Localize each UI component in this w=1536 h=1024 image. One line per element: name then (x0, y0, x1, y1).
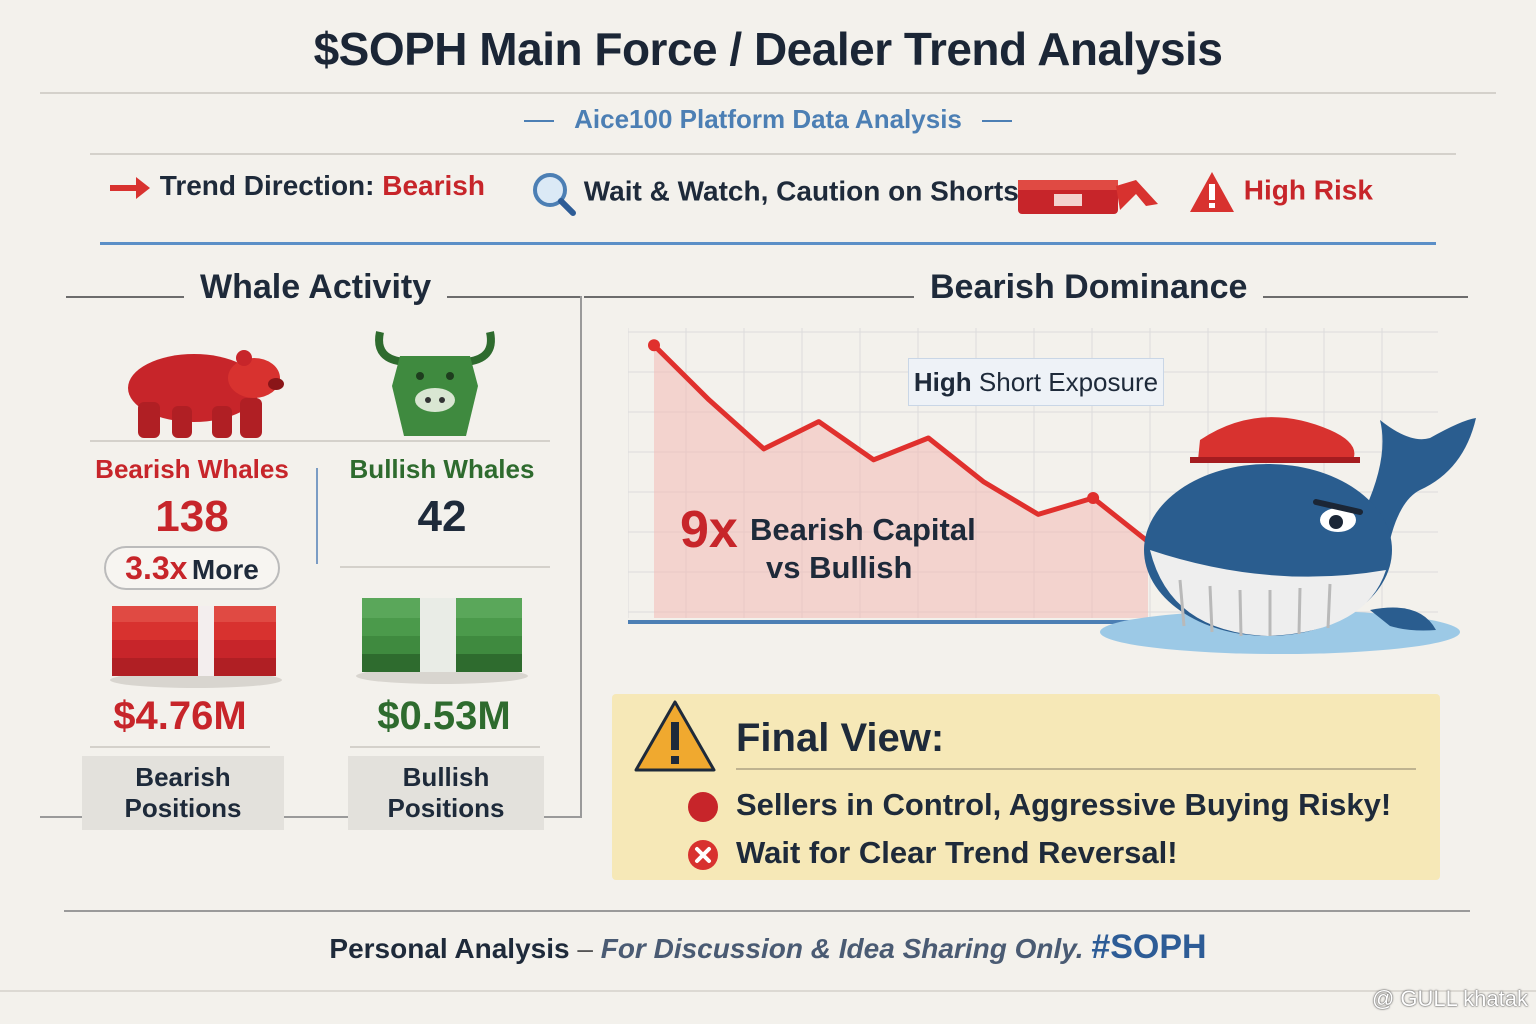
divider (90, 746, 270, 748)
subtitle: Aice100 Platform Data Analysis (0, 104, 1536, 135)
chart-point (1087, 492, 1100, 504)
bullish-whales-label: Bullish Whales (349, 454, 535, 484)
exposure-label: High Short Exposure (908, 358, 1164, 406)
capital-line-2: vs Bullish (766, 550, 913, 585)
risk-text: High Risk (1243, 174, 1373, 206)
risk-indicator: High Risk (1188, 170, 1373, 216)
footer-hashtag[interactable]: #SOPH (1091, 928, 1207, 966)
whale-activity-title: Whale Activity (184, 268, 448, 307)
bearish-dominance-title: Bearish Dominance (914, 268, 1264, 307)
final-view-panel (612, 694, 1440, 880)
magnifier-icon (533, 173, 576, 216)
divider (340, 566, 550, 568)
trend-advice: Wait & Watch, Caution on Shorts (530, 170, 1019, 216)
exposure-bold: High (913, 367, 972, 397)
chart-points (648, 339, 1100, 504)
green-cash-stack-icon (356, 598, 528, 684)
trend-advice-text: Wait & Watch, Caution on Shorts (583, 175, 1019, 207)
ratio-text: More (191, 554, 259, 585)
final-view-item: Wait for Clear Trend Reversal! (736, 835, 1178, 870)
divider (350, 746, 540, 748)
capital-multiple: 9x (680, 501, 738, 559)
bullish-positions-label: Bullish Positions (348, 756, 544, 830)
footer: Personal Analysis – For Discussion & Ide… (329, 928, 1207, 966)
section-divider (100, 242, 1436, 245)
bearish-cash-icon (1018, 180, 1158, 214)
chart-area (654, 345, 1148, 618)
bearish-whales-count: 138 (155, 492, 229, 541)
section-rule (40, 816, 582, 818)
whale-icon (1100, 417, 1476, 654)
column-divider (580, 296, 582, 816)
divider (736, 768, 1416, 770)
footer-personal: Personal Analysis (329, 933, 570, 964)
red-cash-stack-icon (110, 606, 282, 688)
bullish-amount: $0.53M (377, 694, 511, 738)
trend-direction: Trend Direction: Bearish (108, 170, 485, 216)
bearish-positions-label: Bearish Positions (82, 756, 284, 830)
ratio-value: 3.3x (125, 550, 188, 586)
final-view-title: Final View: (736, 716, 945, 760)
bearish-whales-label: Bearish Whales (95, 454, 289, 484)
exposure-text: Short Exposure (978, 367, 1159, 397)
bear-icon (128, 350, 284, 438)
bull-icon (375, 331, 495, 436)
divider (90, 440, 550, 442)
footer-note: For Discussion & Idea Sharing Only. (600, 933, 1084, 964)
red-dot-icon (688, 792, 718, 822)
watermark: @ GULL khatak (1371, 986, 1528, 1011)
warning-icon (634, 700, 716, 772)
trend-direction-value: Bearish (382, 170, 485, 201)
x-circle-icon (688, 840, 718, 870)
stat-divider (316, 468, 318, 564)
bearish-amount: $4.76M (113, 694, 247, 738)
page-title: $SOPH Main Force / Dealer Trend Analysis (313, 23, 1223, 75)
bullish-whales-count: 42 (417, 492, 467, 541)
divider (64, 910, 1470, 912)
subtitle-text: Aice100 Platform Data Analysis (574, 104, 962, 134)
divider (90, 153, 1456, 155)
chart-point (648, 339, 660, 352)
warning-icon (1190, 172, 1234, 212)
ratio-bubble: 3.3x More (104, 546, 280, 590)
arrow-right-icon (110, 176, 150, 199)
final-view-item: Sellers in Control, Aggressive Buying Ri… (736, 787, 1392, 822)
capital-line-1: Bearish Capital (750, 512, 976, 547)
divider (0, 990, 1536, 992)
chart-trend-line (652, 343, 1150, 544)
trend-direction-label: Trend Direction: (159, 170, 375, 201)
divider (40, 92, 1496, 94)
